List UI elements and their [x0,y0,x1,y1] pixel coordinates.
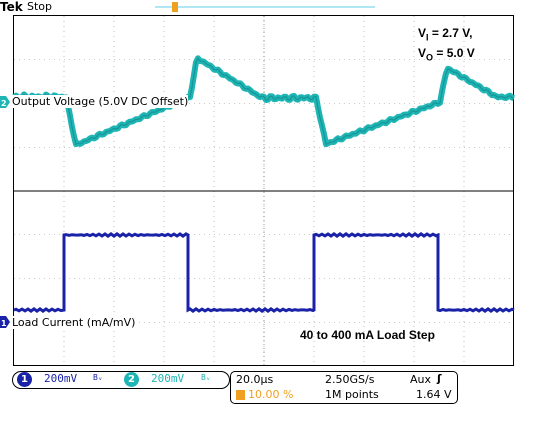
ch2-scale[interactable]: 200mV [151,372,185,385]
ch2-trace-label: Output Voltage (5.0V DC Offset) [12,95,189,108]
sample-rate-value: 2.50GS/s [325,373,375,386]
ch1-scale[interactable]: 200mV [44,372,78,385]
svg-text:1: 1 [1,319,7,328]
trigger-level-value[interactable]: 1.64 V [416,388,452,401]
ch2-badge[interactable]: 2 [124,372,139,387]
svg-text:2: 2 [1,99,7,108]
ch1-level-marker: 1 [0,316,10,328]
ch1-trace-label: Load Current (mA/mV) [12,316,136,329]
scope-display: T 2 1 [0,2,515,366]
ch1-bandwidth-icon: Bᵥ [93,373,103,382]
timebase-value[interactable]: 20.0μs [236,373,274,386]
brand-label: Tek [0,0,23,14]
trigger-slope-icon[interactable]: ʃ [437,372,442,385]
graticule-grid [14,16,514,366]
acquisition-settings-box[interactable] [230,371,458,404]
ch2-bandwidth-icon: Bᵥ [201,373,211,382]
trigger-position-icon [172,2,178,12]
ch2-level-marker: 2 [0,96,10,108]
ch1-badge[interactable]: 1 [17,372,32,387]
trigger-position-value[interactable]: 10.00 % [248,388,294,401]
output-voltage-annotation: VO = 5.0 V [418,46,475,63]
load-step-annotation: 40 to 400 mA Load Step [300,328,435,342]
trigger-position-badge-icon [236,390,245,400]
status-bar: 1 200mV Bᵥ 2 200mV Bᵥ 20.0μs 2.50GS/s Au… [0,370,533,410]
ch2-output-voltage-core [13,57,515,146]
trigger-source[interactable]: Aux [410,373,432,386]
record-length-value: 1M points [325,388,379,401]
ch1-load-current-waveform [13,232,515,313]
input-voltage-annotation: VI = 2.7 V, [418,26,473,43]
acquisition-state: Stop [27,0,53,13]
channel-settings-box[interactable] [12,371,230,389]
